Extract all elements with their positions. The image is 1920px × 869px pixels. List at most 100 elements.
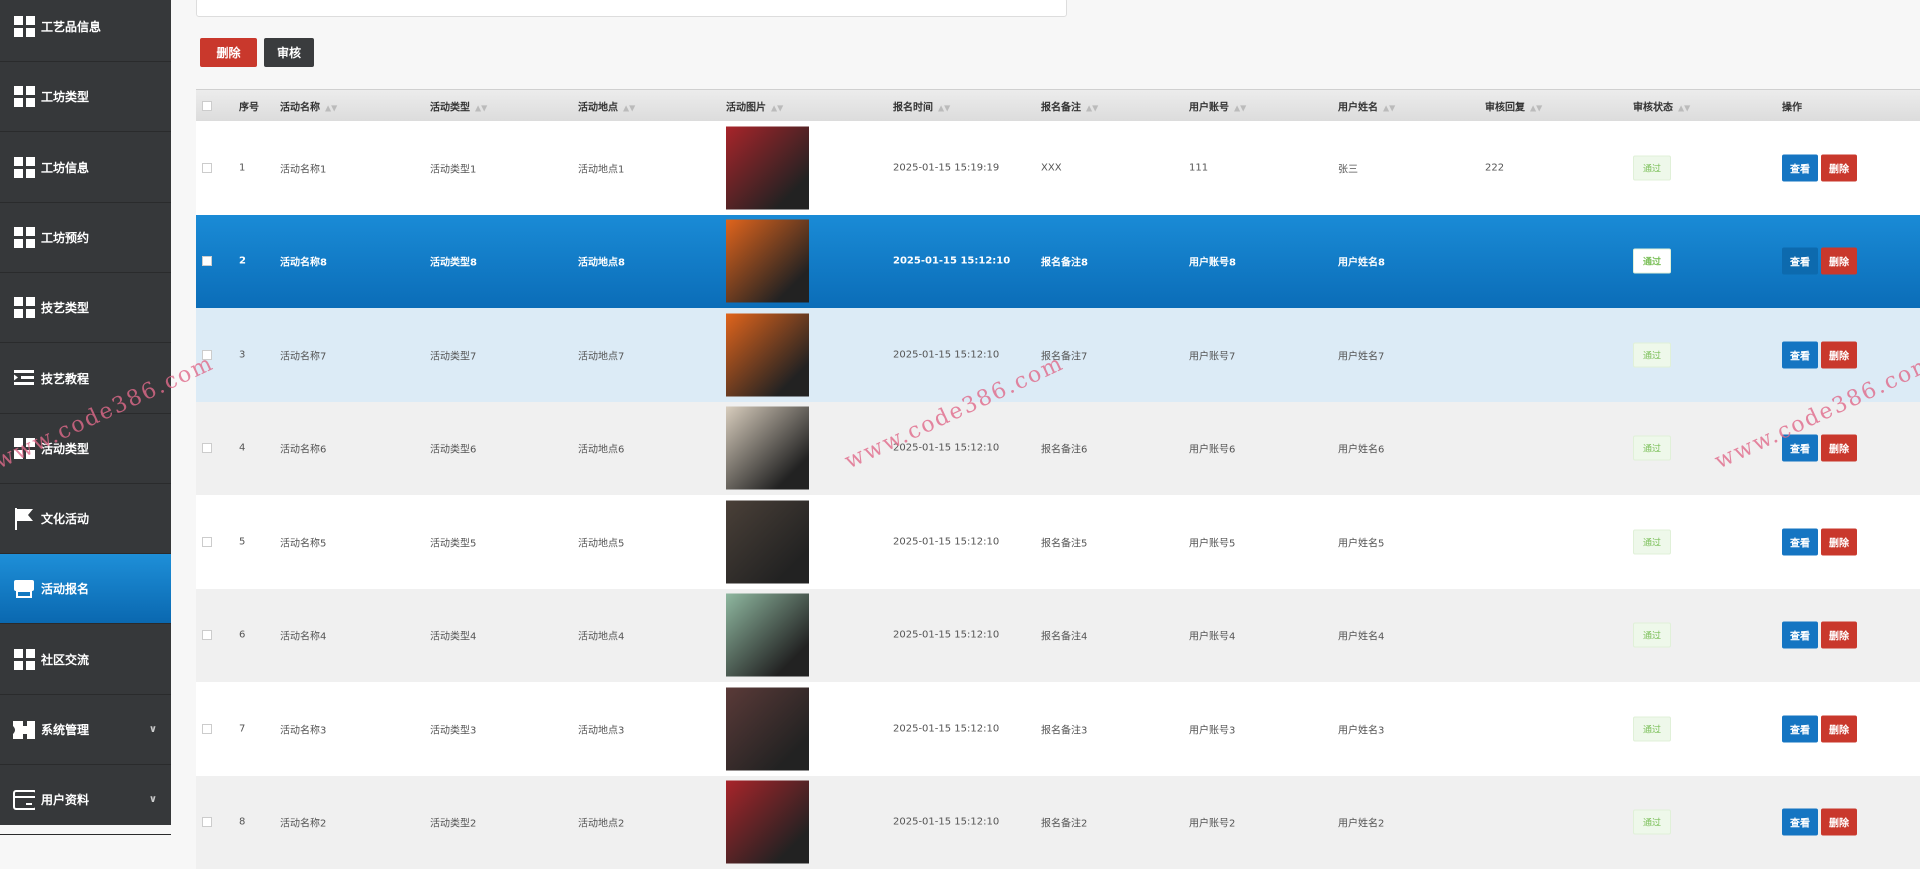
chevron-down-icon[interactable]: ∨ bbox=[149, 724, 157, 735]
view-button[interactable]: 查看 bbox=[1782, 248, 1818, 275]
column-header[interactable]: 活动地点▲▼ bbox=[578, 98, 635, 113]
view-button[interactable]: 查看 bbox=[1782, 809, 1818, 836]
view-button[interactable]: 查看 bbox=[1782, 435, 1818, 462]
row-checkbox[interactable] bbox=[202, 163, 212, 173]
row-checkbox[interactable] bbox=[202, 350, 212, 360]
chevron-down-icon[interactable]: ∨ bbox=[149, 794, 157, 805]
cell-user: 用户姓名6 bbox=[1338, 441, 1384, 456]
cell-note: 报名备注6 bbox=[1041, 441, 1087, 456]
cell-time: 2025-01-15 15:12:10 bbox=[893, 723, 999, 734]
delete-button[interactable]: 删除 bbox=[1821, 622, 1857, 649]
activity-image[interactable] bbox=[726, 220, 809, 303]
grid-icon bbox=[13, 156, 35, 178]
column-header[interactable]: 审核状态▲▼ bbox=[1633, 98, 1690, 113]
activity-image[interactable] bbox=[726, 687, 809, 770]
sort-icon[interactable]: ▲▼ bbox=[475, 103, 487, 112]
delete-button[interactable]: 删除 bbox=[1821, 809, 1857, 836]
column-header[interactable]: 用户账号 ▲▼ bbox=[1189, 98, 1246, 113]
cell-note: 报名备注4 bbox=[1041, 628, 1087, 643]
sidebar-item-5[interactable]: 技艺教程 bbox=[0, 344, 171, 414]
sidebar-item-9[interactable]: 社区交流 bbox=[0, 625, 171, 695]
view-button[interactable]: 查看 bbox=[1782, 528, 1818, 555]
column-header[interactable]: 活动类型 ▲▼ bbox=[430, 98, 487, 113]
row-checkbox[interactable] bbox=[202, 443, 212, 453]
search-bar[interactable] bbox=[196, 0, 1067, 17]
row-checkbox[interactable] bbox=[202, 537, 212, 547]
row-checkbox[interactable] bbox=[202, 724, 212, 734]
sidebar-item-3[interactable]: 工坊预约 bbox=[0, 203, 171, 273]
sidebar-item-1[interactable]: 工坊类型 bbox=[0, 62, 171, 132]
sidebar-item-4[interactable]: 技艺类型 bbox=[0, 273, 171, 343]
sort-icon[interactable]: ▲▼ bbox=[1234, 103, 1246, 112]
delete-button[interactable]: 删除 bbox=[1821, 154, 1857, 181]
batch-delete-button[interactable]: 删除 bbox=[200, 38, 257, 67]
activity-image[interactable] bbox=[726, 500, 809, 583]
delete-button[interactable]: 删除 bbox=[1821, 715, 1857, 742]
cell-note: 报名备注5 bbox=[1041, 534, 1087, 549]
sidebar-item-label: 活动类型 bbox=[41, 440, 89, 457]
activity-image[interactable] bbox=[726, 594, 809, 677]
row-checkbox[interactable] bbox=[202, 256, 212, 266]
view-button[interactable]: 查看 bbox=[1782, 715, 1818, 742]
sort-icon[interactable]: ▲▼ bbox=[1086, 103, 1098, 112]
sort-icon[interactable]: ▲▼ bbox=[1530, 103, 1542, 112]
status-badge: 通过 bbox=[1633, 436, 1671, 461]
cell-place: 活动地点2 bbox=[578, 815, 624, 830]
row-checkbox[interactable] bbox=[202, 817, 212, 827]
activity-image[interactable] bbox=[726, 126, 809, 209]
sidebar-item-label: 工艺品信息 bbox=[41, 18, 101, 35]
sidebar-item-0[interactable]: 工艺品信息 bbox=[0, 0, 171, 62]
cell-no: 1 bbox=[239, 162, 245, 173]
sidebar-item-8[interactable]: 活动报名 bbox=[0, 554, 171, 624]
sort-icon[interactable]: ▲▼ bbox=[623, 103, 635, 112]
activity-image[interactable] bbox=[726, 407, 809, 490]
activity-image[interactable] bbox=[726, 781, 809, 864]
cell-name: 活动名称6 bbox=[280, 441, 326, 456]
sidebar-item-7[interactable]: 文化活动 bbox=[0, 484, 171, 554]
column-header-label: 活动类型 bbox=[430, 102, 470, 113]
column-header-label: 用户账号 bbox=[1189, 102, 1229, 113]
cell-user: 用户姓名5 bbox=[1338, 534, 1384, 549]
activity-image[interactable] bbox=[726, 313, 809, 396]
sort-icon[interactable]: ▲▼ bbox=[938, 103, 950, 112]
delete-button[interactable]: 删除 bbox=[1821, 435, 1857, 462]
view-button[interactable]: 查看 bbox=[1782, 341, 1818, 368]
column-header[interactable]: 报名时间▲▼ bbox=[893, 98, 950, 113]
cell-type: 活动类型8 bbox=[430, 254, 477, 269]
view-button[interactable]: 查看 bbox=[1782, 154, 1818, 181]
sort-icon[interactable]: ▲▼ bbox=[1678, 103, 1690, 112]
status-badge: 通过 bbox=[1633, 342, 1671, 367]
view-button[interactable]: 查看 bbox=[1782, 622, 1818, 649]
column-header-label: 活动图片 bbox=[726, 102, 766, 113]
sidebar-item-2[interactable]: 工坊信息 bbox=[0, 133, 171, 203]
delete-button[interactable]: 删除 bbox=[1821, 528, 1857, 555]
column-header[interactable]: 活动名称▲▼ bbox=[280, 98, 337, 113]
column-header[interactable]: 活动图片 ▲▼ bbox=[726, 98, 783, 113]
sort-icon[interactable]: ▲▼ bbox=[325, 103, 337, 112]
column-header-label: 审核回复 bbox=[1485, 102, 1525, 113]
cell-account: 用户账号8 bbox=[1189, 254, 1236, 269]
row-checkbox[interactable] bbox=[202, 630, 212, 640]
sort-icon[interactable]: ▲▼ bbox=[771, 103, 783, 112]
delete-button[interactable]: 删除 bbox=[1821, 248, 1857, 275]
column-header[interactable]: 用户姓名▲▼ bbox=[1338, 98, 1395, 113]
sidebar-item-label: 技艺教程 bbox=[41, 370, 89, 387]
column-header[interactable]: 审核回复 ▲▼ bbox=[1485, 98, 1542, 113]
cell-place: 活动地点3 bbox=[578, 721, 624, 736]
sort-icon[interactable]: ▲▼ bbox=[1383, 103, 1395, 112]
delete-button[interactable]: 删除 bbox=[1821, 341, 1857, 368]
status-badge: 通过 bbox=[1633, 810, 1671, 835]
column-header[interactable]: 报名备注▲▼ bbox=[1041, 98, 1098, 113]
sidebar-item-6[interactable]: 活动类型 bbox=[0, 414, 171, 484]
sidebar-item-10[interactable]: 系统管理∨ bbox=[0, 695, 171, 765]
select-all-checkbox[interactable] bbox=[202, 101, 212, 111]
batch-review-button[interactable]: 审核 bbox=[264, 38, 314, 67]
